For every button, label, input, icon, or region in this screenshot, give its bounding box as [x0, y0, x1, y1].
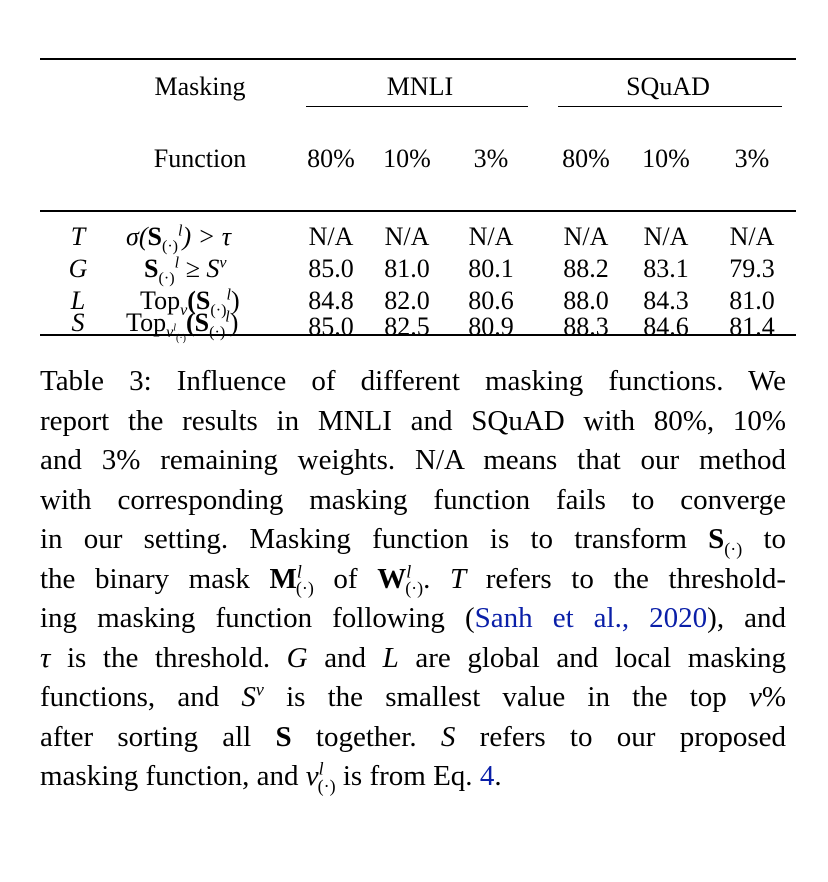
table-cell: N/A — [563, 222, 609, 251]
table-cell: 80.1 — [468, 254, 514, 283]
table-caption: Table 3: Influence of different masking … — [40, 362, 786, 797]
table-top-rule — [40, 58, 796, 60]
caption-line: report the results in MNLI and SQuAD wit… — [40, 404, 786, 437]
table-cell: 80.6 — [468, 286, 514, 315]
table-cell: 80.9 — [468, 312, 514, 341]
caption-line: masking function, and vl(·) is from Eq. … — [40, 758, 502, 796]
header-pct-mnli-3: 3% — [473, 144, 509, 173]
table-cell: N/A — [643, 222, 689, 251]
table-cell: N/A — [468, 222, 514, 251]
header-pct-squad-10: 10% — [642, 144, 690, 173]
caption-line: the binary mask Ml(·) of Wl(·). T refers… — [40, 560, 787, 599]
row-function: σ(S(·)l) > τ — [126, 222, 232, 256]
header-masking: Masking — [154, 72, 246, 101]
caption-line: functions, and Sv is the smallest value … — [40, 679, 787, 713]
row-function: Topv(S(·)l) — [140, 286, 240, 320]
header-pct-mnli-80: 80% — [307, 144, 355, 173]
table-cell: 88.2 — [563, 254, 609, 283]
row-symbol: T — [70, 222, 86, 251]
table-cell: 82.5 — [384, 312, 430, 341]
header-pct-squad-80: 80% — [562, 144, 610, 173]
table-cell: N/A — [729, 222, 775, 251]
table-cell: 82.0 — [384, 286, 430, 315]
row-function: S(·)l ≥ Sv — [144, 254, 227, 288]
header-pct-mnli-10: 10% — [383, 144, 431, 173]
citation-link[interactable]: Sanh et al., 2020 — [474, 602, 708, 634]
table-bottom-rule — [40, 334, 796, 336]
row-symbol: S — [71, 308, 85, 337]
table-cell: 83.1 — [643, 254, 689, 283]
caption-line: Table 3: Influence of different masking … — [40, 365, 786, 397]
row-symbol: L — [70, 286, 86, 315]
table-cell: 85.0 — [308, 254, 354, 283]
header-squad: SQuAD — [626, 72, 710, 101]
row-symbol: G — [68, 254, 88, 283]
table-cell: 88.0 — [563, 286, 609, 315]
mnli-cmidrule — [306, 106, 528, 108]
caption-line: and 3% remaining weights. N/A means that… — [40, 444, 786, 476]
table-cell: 84.6 — [643, 312, 689, 341]
table-cell: 81.0 — [729, 286, 775, 315]
table-cell: N/A — [308, 222, 354, 251]
header-mnli: MNLI — [386, 72, 454, 101]
table-cell: 84.8 — [308, 286, 354, 315]
caption-line: in our setting. Masking function is to t… — [40, 523, 787, 559]
table-cell: 79.3 — [729, 254, 775, 283]
header-function: Function — [153, 144, 247, 173]
caption-line: after sorting all S together. S refers t… — [40, 720, 787, 753]
caption-line: τ is the threshold. G and L are global a… — [40, 641, 787, 674]
table-cell: 85.0 — [308, 312, 354, 341]
table-cell: N/A — [384, 222, 430, 251]
table-cell: 84.3 — [643, 286, 689, 315]
caption-line: ing masking function following (Sanh et … — [40, 602, 787, 634]
table-cell: 88.3 — [563, 312, 609, 341]
table-mid-rule — [40, 210, 796, 212]
squad-cmidrule — [558, 106, 782, 108]
row-function: Topvl(·)(S(·)l) — [126, 308, 239, 345]
equation-link[interactable]: 4 — [479, 760, 495, 792]
table-cell: 81.4 — [729, 312, 775, 341]
header-pct-squad-3: 3% — [734, 144, 770, 173]
table-cell: 81.0 — [384, 254, 430, 283]
caption-line: with corresponding masking function fail… — [40, 483, 786, 516]
